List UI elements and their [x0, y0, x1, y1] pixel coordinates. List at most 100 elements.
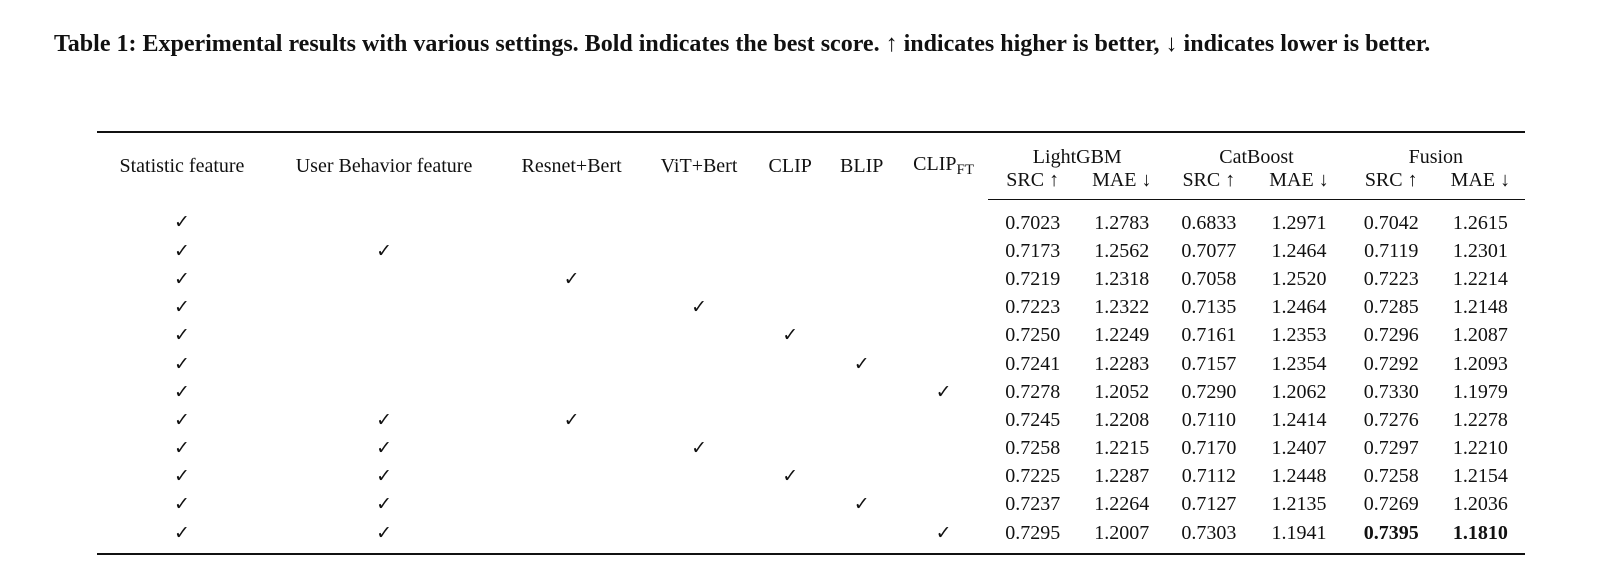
- cell-clip-ft: [899, 435, 988, 463]
- cell-lightgbm-mae: 1.2007: [1077, 519, 1167, 556]
- cell-lightgbm-mae: 1.2215: [1094, 437, 1150, 460]
- cell-lightgbm-src: 0.7023: [1005, 211, 1061, 234]
- checkmark-icon: ✓: [174, 437, 190, 460]
- cell-fusion-mae: 1.2093: [1452, 352, 1508, 375]
- cell-lightgbm-mae: 1.2562: [1094, 239, 1150, 262]
- cell-vit-bert: [642, 200, 756, 238]
- cell-lightgbm-mae: 1.2318: [1094, 267, 1150, 290]
- cell-user-behavior: ✓: [267, 435, 501, 463]
- cell-lightgbm-mae: 1.2783: [1094, 211, 1150, 234]
- table-body: ✓ 0.7023 1.2783 0.6833 1.2971 0.7042 1.2615 ✓ ✓ 0…: [97, 200, 1525, 556]
- cell-lightgbm-mae: 1.2249: [1094, 324, 1150, 347]
- cell-user-behavior: [267, 200, 501, 238]
- cell-lightgbm-mae: 1.2208: [1094, 408, 1150, 431]
- header-metric-lightgbm-src: SRC ↑: [988, 169, 1078, 200]
- table-row: ✓ ✓ 0.7223 1.2322 0.7135 1.2464 0.7285 1.2148: [97, 294, 1525, 322]
- cell-clip: ✓: [756, 463, 824, 491]
- checkmark-icon: ✓: [691, 296, 707, 319]
- results-table: Statistic feature User Behavior feature …: [97, 131, 1525, 556]
- cell-user-behavior: [267, 322, 501, 350]
- cell-user-behavior: [267, 294, 501, 322]
- cell-fusion-mae: 1.1979: [1452, 380, 1508, 403]
- checkmark-icon: ✓: [376, 493, 392, 516]
- cell-clip: [756, 237, 824, 265]
- table-row: ✓ ✓ ✓ 0.7225 1.2287 0.7112 1.2448 0.7258 1.2154: [97, 463, 1525, 491]
- cell-statistic: ✓: [97, 406, 267, 434]
- cell-statistic: ✓: [97, 463, 267, 491]
- cell-statistic: ✓: [97, 237, 267, 265]
- cell-fusion-src: 0.7296: [1363, 324, 1419, 347]
- checkmark-icon: ✓: [782, 324, 799, 347]
- table-row: ✓ ✓ 0.7173 1.2562 0.7077 1.2464 0.7119 1.2301: [97, 237, 1525, 265]
- cell-vit-bert: [642, 237, 756, 265]
- table-row: ✓ ✓ ✓ 0.7245 1.2208 0.7110 1.2414 0.7276 1.2278: [97, 406, 1525, 434]
- checkmark-icon: ✓: [174, 211, 190, 234]
- cell-lightgbm-src: 0.7173: [1005, 239, 1061, 262]
- header-clip-ft-subscript: FT: [956, 162, 975, 179]
- cell-clip-ft: ✓: [899, 378, 988, 406]
- cell-clip-ft: [899, 491, 988, 519]
- header-metric-catboost-src: SRC ↑: [1166, 169, 1252, 200]
- cell-vit-bert: [642, 378, 756, 406]
- table-row: ✓ ✓ ✓ 0.7295 1.2007 0.7303 1.1941 0.7395 1.1810: [97, 519, 1525, 556]
- checkmark-icon: ✓: [563, 408, 580, 431]
- checkmark-icon: ✓: [174, 352, 190, 375]
- cell-fusion-mae: 1.2154: [1452, 465, 1508, 488]
- cell-clip: [756, 200, 824, 238]
- cell-lightgbm-src: 0.7278: [1005, 380, 1061, 403]
- cell-catboost-src: 0.7157: [1181, 352, 1237, 375]
- cell-vit-bert: [642, 491, 756, 519]
- cell-blip: ✓: [824, 350, 899, 378]
- cell-fusion-mae: 1.2087: [1452, 324, 1508, 347]
- cell-clip-ft: [899, 237, 988, 265]
- cell-user-behavior: ✓: [267, 406, 501, 434]
- checkmark-icon: ✓: [376, 465, 392, 488]
- cell-lightgbm-src: 0.7225: [1005, 465, 1061, 488]
- cell-catboost-mae: 1.2448: [1271, 465, 1327, 488]
- cell-lightgbm-src: 0.7219: [1005, 267, 1061, 290]
- cell-catboost-mae: 1.2464: [1271, 296, 1327, 319]
- table-row: ✓ ✓ 0.7219 1.2318 0.7058 1.2520 0.7223 1.2214: [97, 265, 1525, 293]
- cell-fusion-mae: 1.1810: [1435, 519, 1525, 556]
- cell-vit-bert: [642, 322, 756, 350]
- cell-fusion-src: 0.7042: [1363, 211, 1419, 234]
- checkmark-icon: ✓: [174, 324, 190, 347]
- cell-clip: ✓: [756, 322, 824, 350]
- cell-resnet-bert: [501, 463, 642, 491]
- cell-lightgbm-src: 0.7223: [1005, 296, 1061, 319]
- cell-catboost-mae: 1.2353: [1271, 324, 1327, 347]
- cell-clip-ft: [899, 294, 988, 322]
- cell-fusion-src: 0.7269: [1363, 493, 1419, 516]
- cell-clip: [756, 265, 824, 293]
- cell-fusion-mae: 1.2036: [1452, 493, 1508, 516]
- cell-vit-bert: [642, 265, 756, 293]
- table-row: ✓ ✓ ✓ 0.7258 1.2215 0.7170 1.2407 0.7297 1.2210: [97, 435, 1525, 463]
- cell-clip: [756, 294, 824, 322]
- cell-catboost-src: 0.7290: [1181, 380, 1237, 403]
- checkmark-icon: ✓: [853, 352, 870, 375]
- table-row: ✓ ✓ 0.7250 1.2249 0.7161 1.2353 0.7296 1.2087: [97, 322, 1525, 350]
- cell-resnet-bert: [501, 294, 642, 322]
- cell-catboost-mae: 1.2062: [1271, 380, 1327, 403]
- results-table-container: Statistic feature User Behavior feature …: [97, 131, 1525, 556]
- cell-user-behavior: ✓: [266, 519, 502, 556]
- cell-blip: [824, 265, 899, 293]
- table-row: ✓ 0.7023 1.2783 0.6833 1.2971 0.7042 1.2615: [97, 200, 1525, 238]
- cell-blip: [824, 463, 899, 491]
- checkmark-icon: ✓: [853, 493, 870, 516]
- cell-statistic: ✓: [97, 491, 267, 519]
- checkmark-icon: ✓: [174, 465, 190, 488]
- cell-fusion-src: 0.7276: [1363, 408, 1419, 431]
- cell-clip: [756, 350, 824, 378]
- cell-user-behavior: ✓: [267, 237, 501, 265]
- cell-statistic: ✓: [97, 322, 267, 350]
- checkmark-icon: ✓: [174, 380, 190, 403]
- table-row: ✓ ✓ 0.7278 1.2052 0.7290 1.2062 0.7330 1.1979: [97, 378, 1525, 406]
- header-metric-catboost-mae: MAE ↓: [1251, 169, 1347, 200]
- cell-resnet-bert: ✓: [501, 406, 642, 434]
- cell-vit-bert: [642, 350, 756, 378]
- cell-clip-ft: [899, 200, 988, 238]
- cell-fusion-src: 0.7395: [1346, 519, 1436, 556]
- cell-statistic: ✓: [97, 350, 267, 378]
- header-blip: BLIP: [824, 131, 900, 200]
